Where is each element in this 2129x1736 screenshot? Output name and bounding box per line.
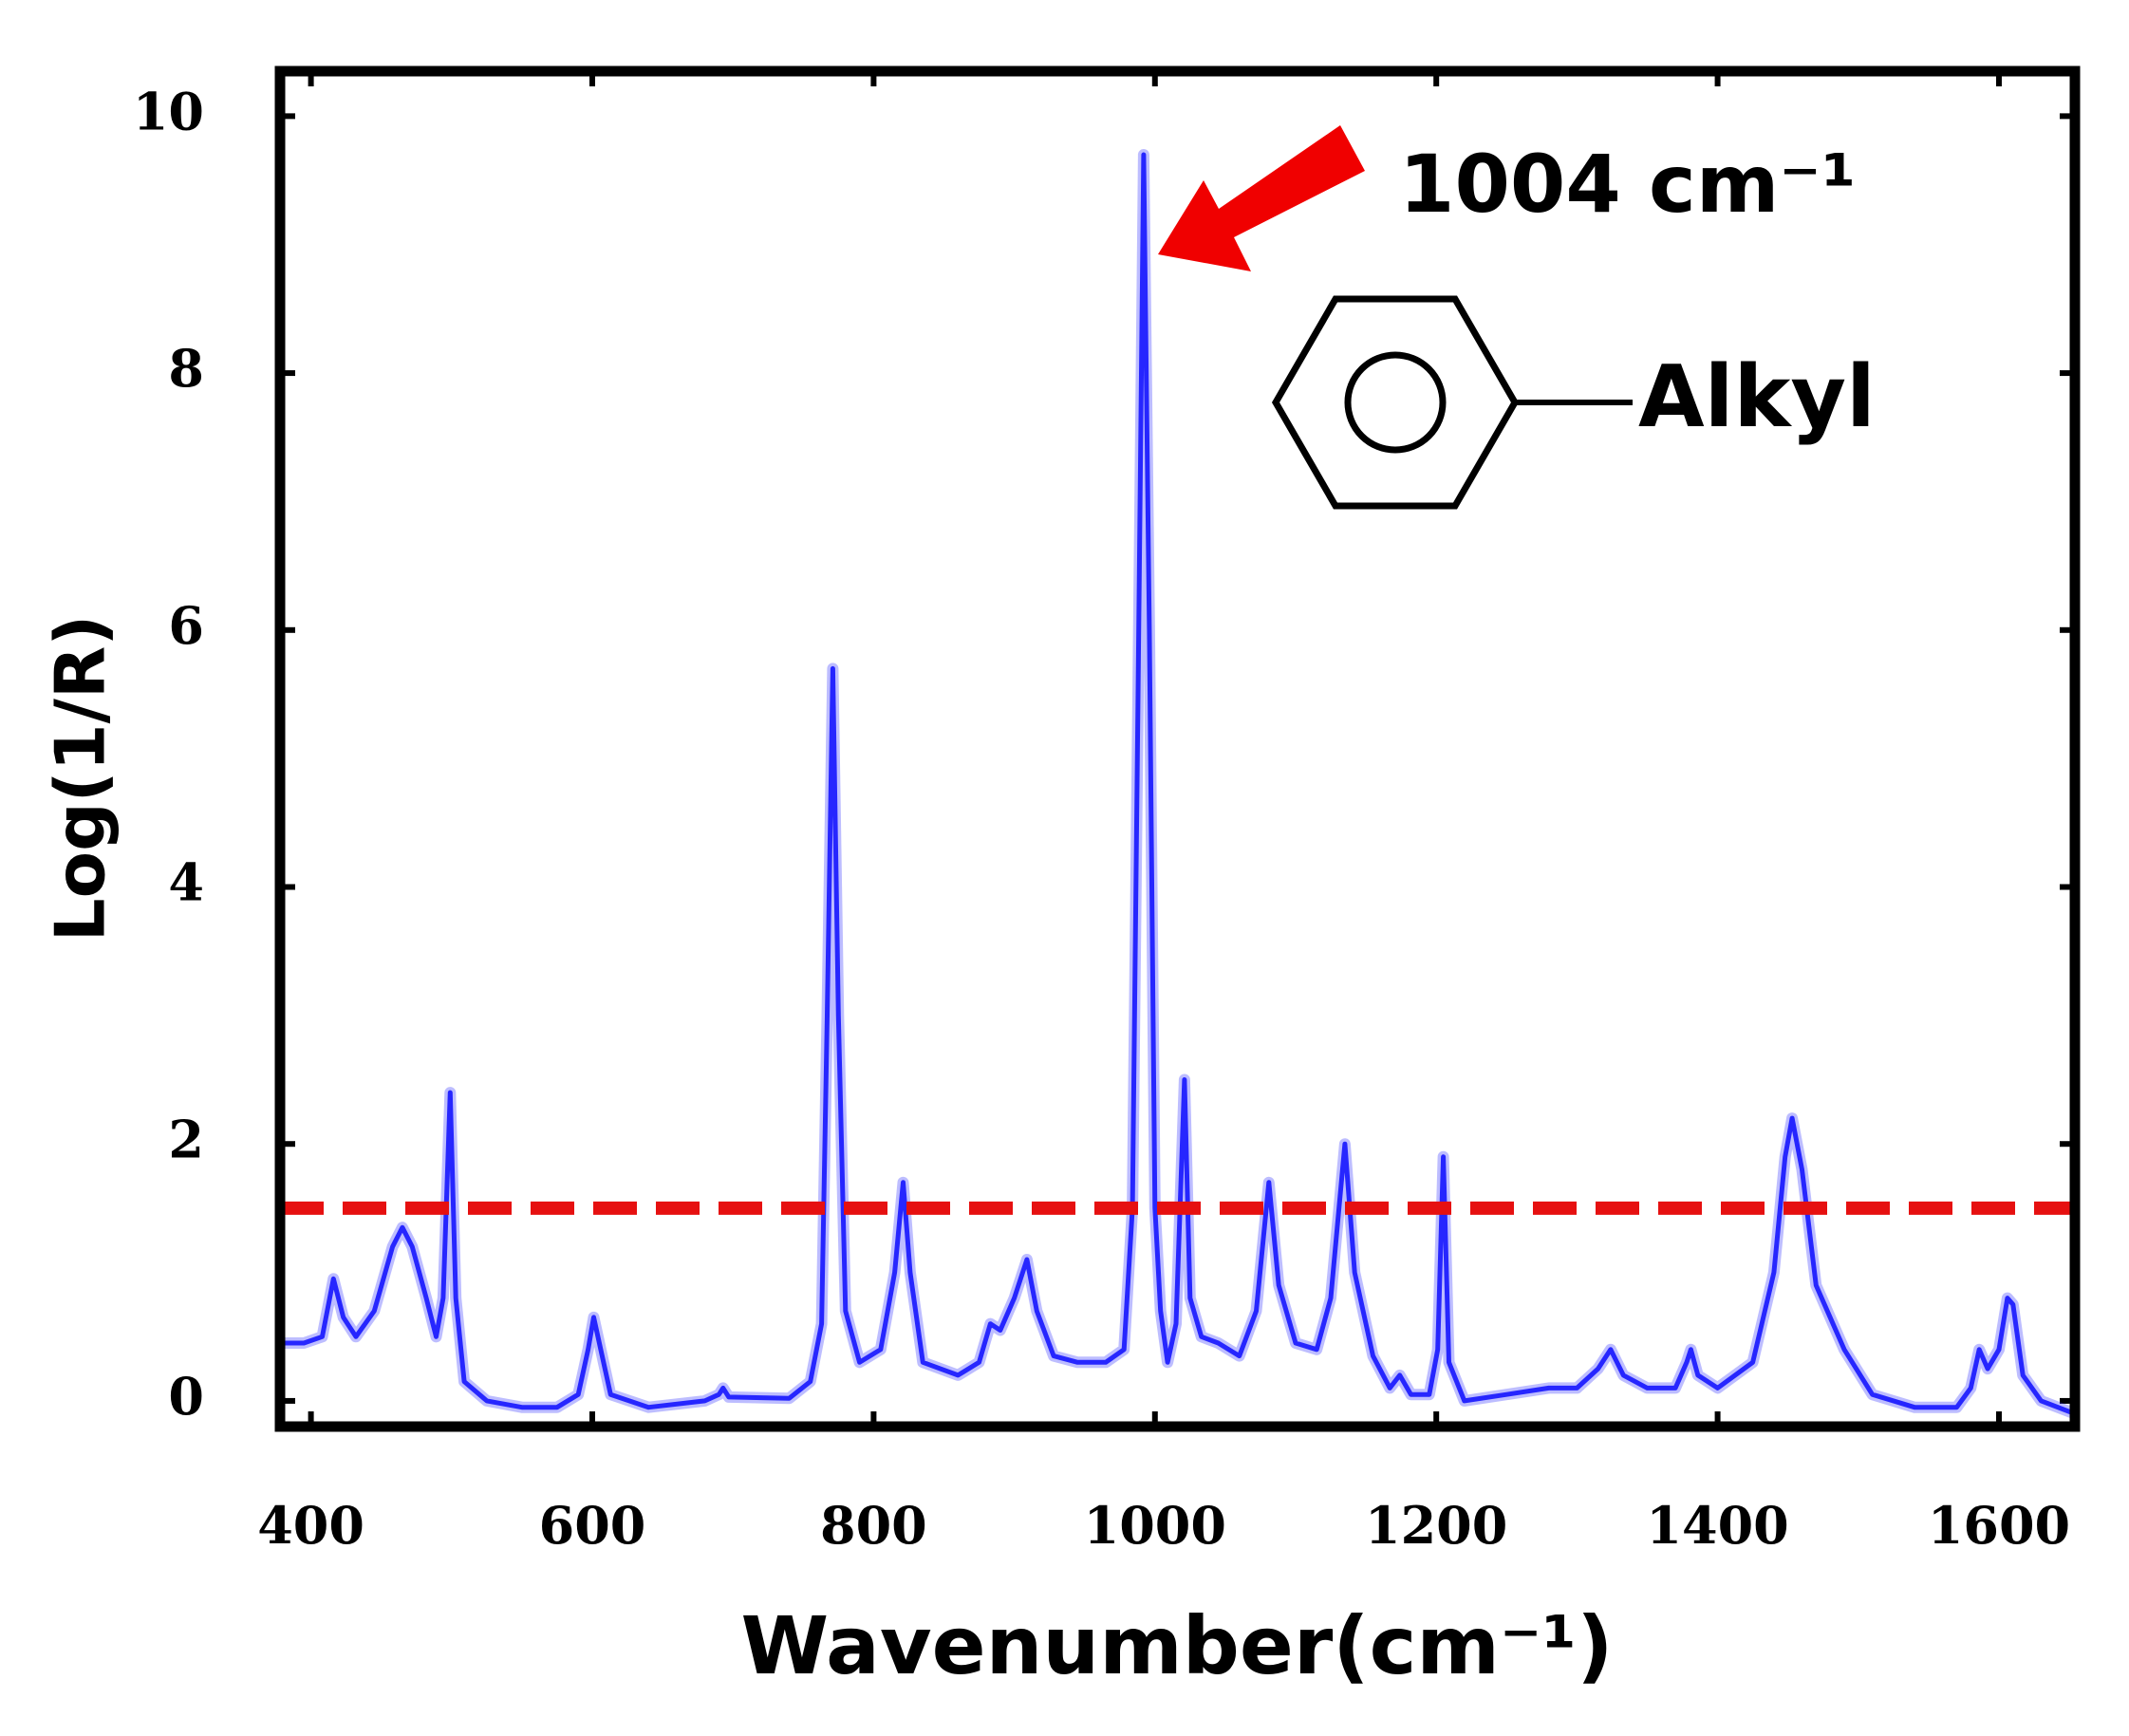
annotation: 1004 cm⁻¹ (1399, 138, 1856, 231)
y-tick-label: 10 (133, 81, 204, 141)
benzene-ring (1271, 295, 1520, 510)
x-tick-label: 1200 (1365, 1495, 1507, 1556)
x-tick-label: 600 (539, 1495, 646, 1556)
x-tick-label: 1000 (1084, 1495, 1226, 1556)
x-axis-label: Wavenumber(cm⁻¹) (741, 1599, 1614, 1692)
aromatic-circle (1344, 351, 1447, 454)
y-tick-label: 8 (168, 338, 204, 399)
y-tick-label: 4 (168, 852, 204, 913)
y-tick-label: 0 (168, 1366, 204, 1427)
spectrum-line (280, 152, 2075, 1416)
y-axis-label: Log(1/R) (41, 615, 121, 943)
x-tick-label: 1400 (1646, 1495, 1788, 1556)
plot-area (274, 65, 2081, 1432)
y-tick-label: 2 (168, 1109, 204, 1169)
x-tick-label: 400 (257, 1495, 364, 1556)
plot-frame (274, 65, 2081, 1432)
x-tick-label: 800 (820, 1495, 927, 1556)
arrow (1158, 125, 1365, 271)
x-tick-label: 1600 (1928, 1495, 2070, 1556)
y-tick-label: 6 (168, 595, 204, 656)
structure-label: Alkyl (1638, 347, 1876, 447)
